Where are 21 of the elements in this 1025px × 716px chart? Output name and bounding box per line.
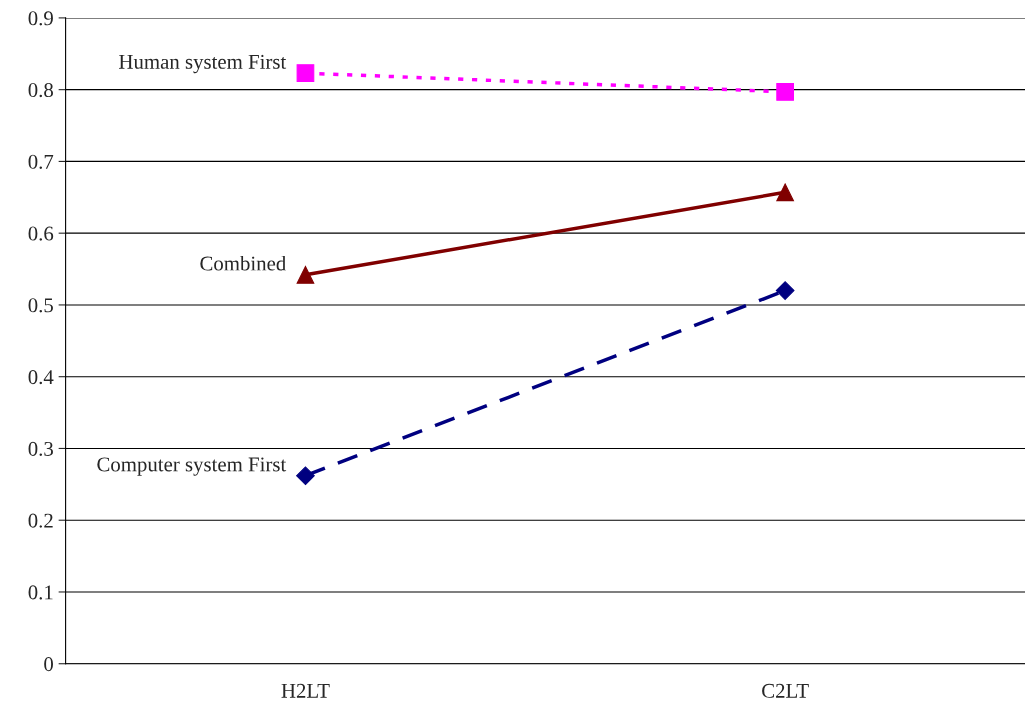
point [776, 183, 794, 202]
point [296, 265, 315, 284]
x-tick-label: C2LT [762, 683, 809, 698]
x-tick-label: H2LT [281, 683, 330, 698]
point [296, 64, 315, 83]
series-label: Combined [200, 255, 287, 271]
y-tick-label: 0.5 [28, 298, 53, 313]
y-tick-label: 0.2 [28, 513, 53, 528]
point [296, 466, 315, 486]
point [775, 281, 795, 300]
y-tick-label: 0.8 [28, 83, 53, 98]
y-tick-label: 0.3 [28, 441, 53, 456]
y-tick-label: 0.4 [28, 370, 54, 385]
y-tick-label: 0.9 [28, 11, 53, 26]
y-tick-label: 0.1 [28, 585, 53, 600]
series-label: Human system First [119, 54, 287, 74]
series-label: Computer system First [97, 457, 287, 476]
y-tick-label: 0.6 [28, 226, 54, 241]
y-tick-label: 0.7 [28, 154, 54, 169]
point [776, 82, 794, 101]
y-tick-label: 0 [44, 657, 53, 672]
